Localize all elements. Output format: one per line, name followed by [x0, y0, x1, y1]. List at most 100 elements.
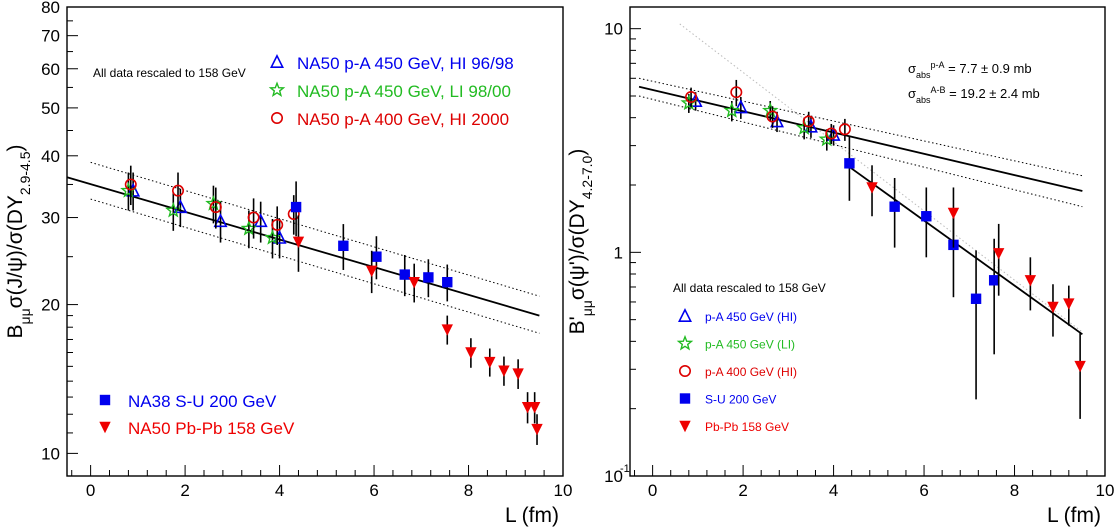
y-tick-label: 70	[41, 27, 60, 46]
legend-marker	[268, 81, 286, 98]
y-tick-label: 50	[41, 99, 60, 118]
data-point	[730, 86, 743, 99]
legend-marker	[679, 420, 691, 433]
data-point	[338, 240, 349, 252]
sigma-label: σabsA-B = 19.2 ± 2.4 mb	[908, 85, 1040, 105]
data-point	[209, 201, 222, 214]
y-tick-label: 10	[41, 444, 60, 463]
data-point	[947, 207, 960, 220]
fit-line-pa	[66, 176, 540, 317]
y-axis-label: Bμμσ(J/ψ)/σ(DY2.9-4.5)	[4, 145, 33, 339]
data-point	[399, 269, 410, 280]
data-point	[685, 90, 698, 103]
data-point	[371, 251, 382, 262]
legend-label: NA50 p-A 450 GeV, HI 96/98	[297, 54, 514, 73]
series-2	[685, 79, 851, 145]
x-axis-label: L (fm)	[505, 504, 559, 527]
legend-marker	[679, 393, 691, 404]
fit-error-band	[638, 95, 1083, 208]
x-tick-label: 6	[919, 481, 928, 500]
data-point	[172, 184, 185, 197]
y-tick-label: 1	[614, 243, 623, 262]
data-point	[838, 123, 851, 136]
data-point	[292, 236, 305, 248]
data-point	[290, 201, 302, 213]
y-tick-label: 80	[41, 0, 60, 17]
x-tick-label: 10	[554, 481, 573, 500]
data-point	[866, 182, 878, 194]
data-point	[423, 272, 434, 283]
legend-marker	[270, 112, 283, 125]
data-point	[970, 293, 982, 304]
data-point	[1047, 301, 1059, 314]
x-tick-label: 0	[648, 481, 657, 500]
data-point	[213, 213, 228, 228]
annotation: All data rescaled to 158 GeV	[673, 281, 826, 295]
x-tick-label: 0	[86, 481, 95, 500]
fit-error-band	[90, 198, 540, 334]
x-axis-label: L (fm)	[1047, 504, 1101, 527]
data-point	[1063, 298, 1075, 310]
legend-label: NA50 p-A 450 GeV, LI 98/00	[297, 82, 511, 101]
data-point	[802, 115, 815, 128]
series-1	[120, 172, 281, 259]
data-point	[766, 110, 779, 123]
data-point	[442, 276, 453, 288]
data-point	[844, 158, 855, 169]
legend-marker	[99, 394, 111, 406]
series-2	[124, 165, 300, 245]
y-tick-label: 40	[41, 147, 60, 166]
y-tick-label: 30	[41, 209, 60, 228]
x-tick-label: 2	[180, 481, 189, 500]
x-tick-label: 8	[1010, 481, 1019, 500]
data-point	[1074, 360, 1086, 373]
data-point	[124, 178, 137, 191]
data-point	[484, 356, 496, 369]
data-point	[408, 276, 420, 289]
fit-line-ab-extension	[679, 23, 1083, 333]
data-point	[498, 365, 510, 377]
y-tick-label: 10	[604, 20, 623, 39]
data-point	[921, 211, 932, 222]
y-tick-label: 10	[604, 467, 623, 486]
data-point	[365, 265, 378, 278]
legend-marker	[676, 334, 694, 351]
data-point	[992, 248, 1005, 260]
legend-marker	[270, 54, 284, 68]
data-point	[723, 102, 741, 118]
data-point	[733, 99, 748, 114]
fit-error-band	[90, 161, 540, 297]
fit-line-ab	[846, 164, 1083, 336]
plot-frame	[66, 6, 564, 477]
x-tick-label: 4	[829, 481, 838, 500]
x-tick-label: 4	[275, 481, 284, 500]
legend-label: Pb-Pb 158 GeV	[705, 420, 789, 434]
y-axis-label: B'μμσ(ψ')/σ(DY4.2-7.0)	[566, 149, 595, 335]
legend-label: NA38 S-U 200 GeV	[128, 392, 277, 411]
data-point	[531, 423, 543, 436]
series-4	[866, 165, 1086, 419]
sigma-label: σabsp-A = 7.7 ± 0.9 mb	[908, 60, 1032, 80]
data-point	[441, 324, 453, 336]
series-0	[126, 172, 287, 259]
legend-label: p-A 450 GeV (HI)	[705, 310, 797, 324]
data-point	[205, 195, 222, 211]
data-point	[889, 201, 900, 212]
y-tick-exponent: -1	[620, 463, 630, 475]
legend-marker	[99, 421, 111, 434]
legend-label: p-A 400 GeV (HI)	[705, 365, 797, 379]
legend-label: NA50 Pb-Pb 158 GeV	[128, 419, 295, 438]
y-tick-label: 60	[41, 60, 60, 79]
x-tick-label: 8	[464, 481, 473, 500]
data-point	[465, 347, 477, 359]
x-tick-label: 2	[738, 481, 747, 500]
legend-label: p-A 450 GeV (LI)	[705, 338, 795, 352]
legend-label: NA50 p-A 400 GeV, HI 2000	[297, 110, 509, 129]
x-tick-label: 6	[369, 481, 378, 500]
plot-frame	[629, 6, 1106, 477]
annotation: All data rescaled to 158 GeV	[93, 66, 246, 80]
data-point	[988, 275, 1000, 286]
x-tick-label: 10	[1096, 481, 1115, 500]
